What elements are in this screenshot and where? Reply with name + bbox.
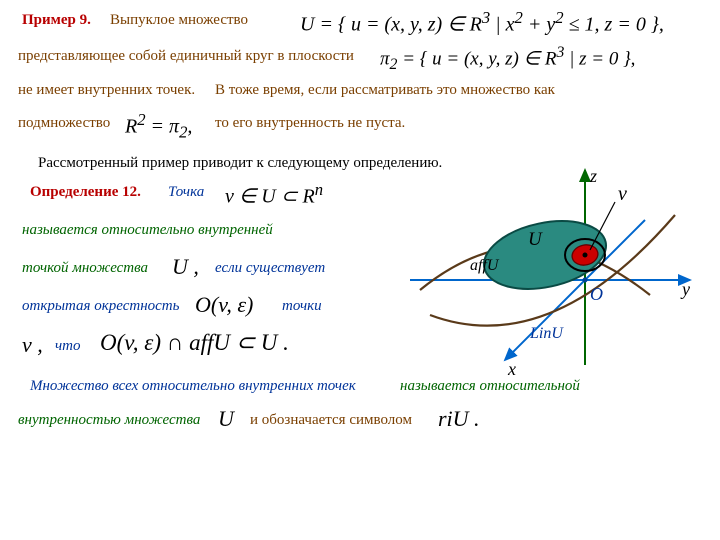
label-O: O xyxy=(590,284,603,304)
math-part: R xyxy=(125,116,137,138)
text: открытая окрестность xyxy=(22,298,179,315)
text: внутренностью множества xyxy=(18,412,200,429)
sup: n xyxy=(315,180,323,199)
formula: O(v, ε) xyxy=(195,292,253,318)
label-U: U xyxy=(528,229,543,250)
formula: U = { u = (x, y, z) ∈ R3 | x2 + y2 ≤ 1, … xyxy=(300,8,664,37)
diagram: z y x v O U affU LinU xyxy=(390,160,700,380)
point-v xyxy=(583,253,588,258)
text: подмножество xyxy=(18,115,110,132)
sup: 2 xyxy=(555,8,563,27)
math-part: | x xyxy=(490,14,514,36)
math-part: = { u = (x, y, z) ∈ R xyxy=(397,48,556,69)
math-part: , xyxy=(187,116,192,138)
label-v: v xyxy=(618,183,627,205)
text: точкой множества xyxy=(22,260,148,277)
text: называется относительной xyxy=(400,378,580,395)
math-part: + y xyxy=(523,14,555,36)
point-O xyxy=(583,278,588,283)
math-part: π xyxy=(380,48,390,69)
math-part: U = { u = (x, y, z) ∈ R xyxy=(300,14,482,36)
text: если существует xyxy=(215,260,325,277)
text: не имеет внутренних точек. xyxy=(18,82,195,99)
formula: U xyxy=(218,406,234,432)
formula: riU . xyxy=(438,406,480,432)
math-part: = π xyxy=(146,116,180,138)
sup: 2 xyxy=(137,110,145,129)
label-affU: affU xyxy=(470,257,500,274)
text: то его внутренность не пуста. xyxy=(215,115,405,132)
example-label: Пример 9. xyxy=(22,12,91,29)
text: Множество всех относительно внутренних т… xyxy=(30,378,356,395)
label-x: x xyxy=(507,359,516,379)
definition-label: Определение 12. xyxy=(30,184,141,201)
text: и обозначается символом xyxy=(250,412,412,429)
label-z: z xyxy=(589,166,597,186)
formula: R2 = π2, xyxy=(125,110,192,143)
text: Рассмотренный пример приводит к следующе… xyxy=(38,155,442,172)
formula: U , xyxy=(172,254,199,280)
formula: v ∈ U ⊂ Rn xyxy=(225,180,323,209)
text: называется относительно внутренней xyxy=(22,222,273,239)
text: что xyxy=(55,338,81,355)
sup: 3 xyxy=(482,8,490,27)
formula: π2 = { u = (x, y, z) ∈ R3 | z = 0 }, xyxy=(380,44,635,74)
formula: v , xyxy=(22,332,43,358)
text: представляющее собой единичный круг в пл… xyxy=(18,48,354,65)
formula: O(v, ε) ∩ affU ⊂ U . xyxy=(100,330,289,356)
math-part: | z = 0 }, xyxy=(564,48,635,69)
text: Выпуклое множество xyxy=(110,12,248,29)
text: В тоже время, если рассматривать это мно… xyxy=(215,82,555,99)
page: Пример 9. Выпуклое множество U = { u = (… xyxy=(0,0,720,540)
math-part: ≤ 1, z = 0 }, xyxy=(564,14,664,36)
label-y: y xyxy=(680,279,690,299)
diagram-svg: z y x v O U affU LinU xyxy=(390,160,700,380)
sup: 2 xyxy=(515,8,523,27)
label-LinU: LinU xyxy=(529,325,564,342)
math-part: v ∈ U ⊂ R xyxy=(225,186,315,208)
text: Точка xyxy=(168,184,204,201)
text: точки xyxy=(282,298,322,315)
